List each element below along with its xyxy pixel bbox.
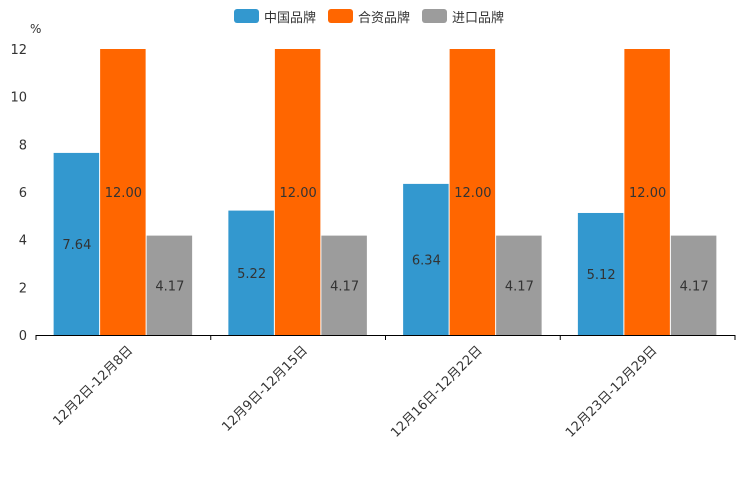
y-tick-label-2: 4 (19, 234, 27, 249)
bar-series0-cat2[interactable] (403, 183, 449, 335)
data-label-series0-cat1: 5.22 (237, 267, 266, 282)
data-label-series0-cat2: 6.34 (412, 253, 441, 268)
bar-series1-cat3[interactable] (624, 49, 670, 335)
y-tick-label-1: 2 (19, 281, 27, 296)
bar-series2-cat3[interactable] (670, 235, 717, 335)
bar-series1-cat2[interactable] (449, 49, 496, 335)
y-tick-label-5: 10 (10, 91, 27, 106)
data-label-series1-cat3: 12.00 (629, 186, 666, 201)
bar-series0-cat3[interactable] (577, 212, 624, 335)
data-label-series1-cat1: 12.00 (280, 186, 317, 201)
bar-series1-cat0[interactable] (100, 49, 146, 335)
bar-series0-cat0[interactable] (53, 152, 100, 335)
x-tick-label-3: 12月23日-12月29日 (563, 343, 660, 440)
data-label-series2-cat3: 4.17 (680, 279, 709, 294)
data-label-series0-cat3: 5.12 (587, 268, 616, 283)
bar-series2-cat0[interactable] (146, 235, 193, 335)
legend-item-jv-brand[interactable]: 合资品牌 (328, 7, 410, 26)
data-label-series2-cat2: 4.17 (505, 279, 534, 294)
bar-series0-cat1[interactable] (228, 210, 274, 335)
legend-swatch-import-brand (422, 9, 448, 23)
y-tick-label-0: 0 (19, 329, 27, 344)
legend-item-import-brand[interactable]: 进口品牌 (422, 7, 504, 26)
y-tick-label-3: 6 (19, 186, 27, 201)
legend-label-import-brand: 进口品牌 (452, 10, 505, 26)
x-tick-label-2: 12月16日-12月22日 (388, 343, 485, 440)
legend-swatch-jv-brand (328, 9, 354, 23)
data-label-series1-cat2: 12.00 (454, 186, 491, 201)
legend-label-jv-brand: 合资品牌 (358, 10, 411, 26)
data-label-series2-cat1: 4.17 (330, 279, 359, 294)
y-tick-label-6: 12 (10, 43, 27, 58)
data-label-series1-cat0: 12.00 (105, 186, 142, 201)
bar-series2-cat2[interactable] (496, 235, 542, 335)
bar-series1-cat1[interactable] (274, 49, 321, 335)
data-label-series0-cat0: 7.64 (62, 238, 91, 253)
data-label-series2-cat0: 4.17 (155, 279, 184, 294)
y-axis-unit-label: % (30, 22, 42, 36)
legend-label-china-brand: 中国品牌 (264, 10, 317, 26)
y-tick-label-4: 8 (19, 138, 27, 153)
x-tick-label-1: 12月9日-12月15日 (219, 343, 311, 435)
legend-swatch-china-brand (234, 9, 259, 23)
legend-item-china-brand[interactable]: 中国品牌 (234, 7, 316, 26)
x-tick-label-0: 12月2日-12月8日 (50, 343, 136, 429)
bar-series2-cat1[interactable] (321, 235, 367, 335)
chart-legend: 中国品牌 合资品牌 进口品牌 (234, 6, 504, 26)
